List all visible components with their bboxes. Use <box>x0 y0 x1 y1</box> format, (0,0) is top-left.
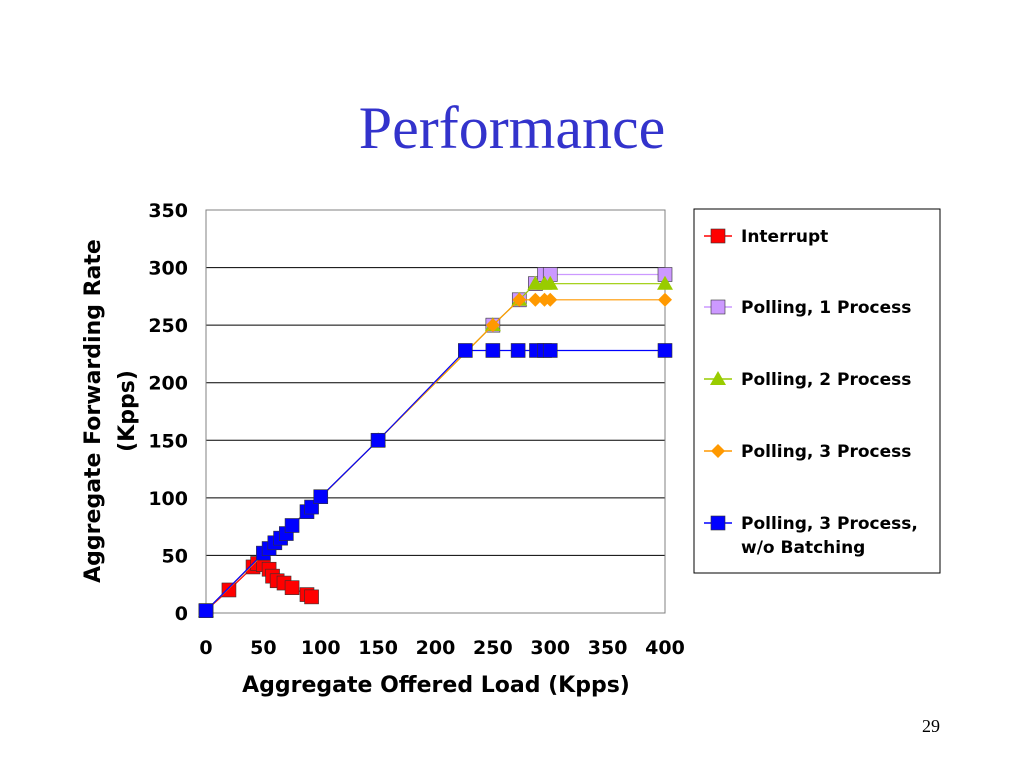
series-polling-3-nobatch <box>198 343 673 618</box>
data-point-polling-3-nobatch <box>313 489 329 505</box>
x-tick-label: 350 <box>588 637 628 659</box>
legend-marker <box>710 515 726 531</box>
series-layer <box>198 267 673 618</box>
legend-item-polling-1: Polling, 1 Process <box>704 298 911 318</box>
data-point-polling-3 <box>528 292 543 307</box>
y-axis-label-line-1: Aggregate Forwarding Rate <box>81 239 106 583</box>
legend-label: Interrupt <box>741 227 828 247</box>
legend-marker <box>710 299 726 315</box>
legend-item-polling-3-nobatch: Polling, 3 Process, w/o Batching <box>704 514 918 558</box>
data-point-polling-3-nobatch <box>510 343 526 358</box>
y-tick-label: 300 <box>148 258 188 280</box>
legend-label: Polling, 3 Process <box>741 442 911 462</box>
data-point-polling-3-nobatch <box>657 343 673 358</box>
data-point-polling-3-nobatch <box>370 432 386 448</box>
data-point-polling-3 <box>512 292 527 307</box>
y-tick-label: 100 <box>148 488 188 510</box>
legend-label: Polling, 1 Process <box>741 298 911 318</box>
x-axis-label: Aggregate Offered Load (Kpps) <box>242 673 630 698</box>
data-point-polling-2 <box>657 275 673 290</box>
x-tick-labels: 0 50 100 150 200 250 300 350 400 <box>199 637 684 659</box>
slide-title: Performance <box>358 95 666 161</box>
y-tick-label: 350 <box>148 200 188 222</box>
x-tick-label: 250 <box>473 637 513 659</box>
data-point-polling-3-nobatch <box>542 343 558 358</box>
slide-page-number: 29 <box>922 716 940 736</box>
legend-marker <box>710 371 726 385</box>
legend-item-interrupt: Interrupt <box>704 227 828 247</box>
data-point-polling-3 <box>543 292 558 307</box>
legend: Interrupt Polling, 1 Process Polling, 2 Pr… <box>704 227 918 558</box>
data-point-polling-3-nobatch <box>284 518 300 533</box>
legend-label: Polling, 2 Process <box>741 370 911 390</box>
data-point-interrupt <box>221 582 237 598</box>
x-tick-label: 50 <box>250 637 276 659</box>
legend-label: Polling, 3 Process, <box>741 514 918 534</box>
y-tick-label: 0 <box>175 603 188 625</box>
x-tick-label: 150 <box>358 637 398 659</box>
legend-label: w/o Batching <box>741 538 865 558</box>
data-point-polling-3-nobatch <box>485 343 501 358</box>
data-point-interrupt <box>304 589 319 605</box>
series-interrupt <box>198 556 319 618</box>
data-point-polling-3-nobatch <box>198 603 214 618</box>
legend-marker <box>711 444 725 458</box>
y-axis-label-line-2: (Kpps) <box>115 370 140 452</box>
y-tick-label: 50 <box>162 545 188 567</box>
series-line-polling-2 <box>205 283 665 612</box>
legend-marker <box>710 228 726 244</box>
data-point-polling-3-nobatch <box>458 343 473 358</box>
x-tick-label: 0 <box>199 637 212 659</box>
x-tick-label: 400 <box>645 637 685 659</box>
legend-item-polling-3: Polling, 3 Process <box>704 442 911 462</box>
y-tick-label: 200 <box>148 373 188 395</box>
x-tick-label: 200 <box>416 637 456 659</box>
legend-item-polling-2: Polling, 2 Process <box>704 370 911 390</box>
data-point-polling-2 <box>542 275 559 290</box>
plot-area <box>205 209 666 614</box>
y-tick-label: 250 <box>148 315 188 337</box>
y-tick-label: 150 <box>148 430 188 452</box>
data-point-interrupt <box>284 580 300 595</box>
data-point-polling-3 <box>485 318 500 333</box>
legend-box <box>693 208 941 574</box>
x-tick-label: 100 <box>301 637 341 659</box>
y-tick-labels: 0 50 100 150 200 250 300 350 <box>148 200 188 625</box>
data-point-polling-3 <box>658 292 672 307</box>
y-axis-label: Aggregate Forwarding Rate (Kpps) <box>81 239 140 583</box>
x-tick-label: 300 <box>530 637 570 659</box>
